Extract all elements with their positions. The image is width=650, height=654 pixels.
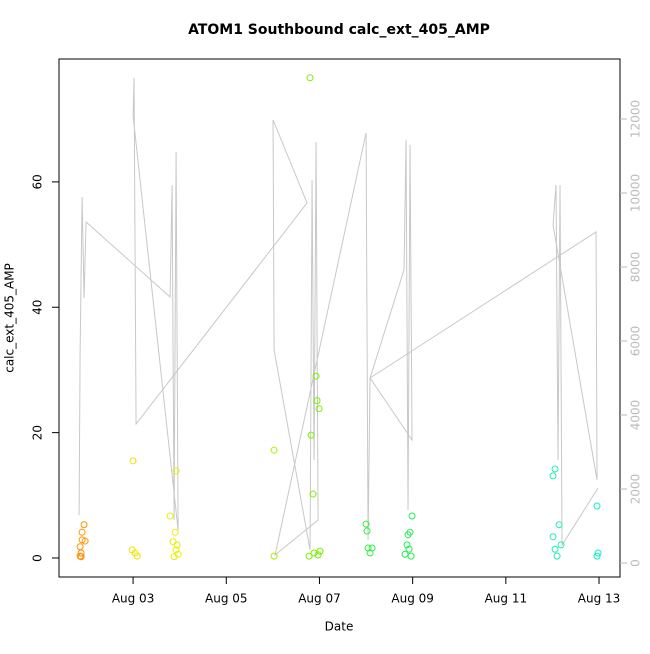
data-point: [76, 543, 84, 551]
y2-tick-label: 0: [629, 559, 643, 567]
data-point: [313, 397, 321, 405]
data-point: [555, 521, 563, 529]
data-point: [270, 446, 278, 454]
y-tick-label: 60: [31, 174, 45, 189]
data-point: [171, 528, 179, 536]
data-point: [408, 512, 416, 520]
data-point: [316, 547, 324, 555]
data-point: [129, 457, 137, 465]
data-point: [407, 552, 415, 560]
x-tick-label: Aug 07: [298, 592, 341, 606]
data-point: [363, 527, 371, 535]
x-tick-label: Aug 05: [205, 592, 248, 606]
x-tick-label: Aug 13: [578, 592, 621, 606]
data-point: [270, 552, 278, 560]
y2-tick-label: 2000: [629, 474, 643, 505]
data-point: [315, 405, 323, 413]
x-tick-label: Aug 03: [112, 592, 155, 606]
x-tick-label: Aug 09: [391, 592, 434, 606]
data-point: [77, 553, 85, 561]
data-point: [169, 538, 177, 546]
chart-title: ATOM1 Southbound calc_ext_405_AMP: [188, 22, 490, 38]
data-point: [549, 472, 557, 480]
data-point: [551, 545, 559, 553]
data-point: [314, 551, 322, 559]
y-axis-label: calc_ext_405_AMP: [3, 263, 17, 373]
data-point: [133, 552, 141, 560]
plot-frame: [58, 58, 621, 578]
data-point: [312, 372, 320, 380]
data-point: [401, 550, 409, 558]
data-point: [81, 537, 89, 545]
y-tick-label: 20: [31, 425, 45, 440]
data-point: [173, 541, 181, 549]
data-point: [76, 552, 84, 560]
data-line: [78, 77, 599, 557]
data-point: [172, 467, 180, 475]
data-point: [78, 528, 86, 536]
y2-tick-label: 6000: [629, 326, 643, 357]
data-point: [405, 545, 413, 553]
data-point: [166, 512, 174, 520]
y-tick-label: 0: [31, 554, 45, 562]
y2-tick-label: 4000: [629, 400, 643, 431]
y2-tick-label: 8000: [629, 252, 643, 283]
data-point: [406, 528, 414, 536]
data-point: [368, 544, 376, 552]
data-point: [593, 552, 601, 560]
data-point: [549, 533, 557, 541]
data-point: [307, 431, 315, 439]
data-point: [594, 549, 602, 557]
data-point: [172, 546, 180, 554]
y2-tick-label: 12000: [629, 100, 643, 138]
data-point: [310, 549, 318, 557]
data-point: [593, 502, 601, 510]
x-tick-label: Aug 11: [485, 592, 528, 606]
data-point: [170, 553, 178, 561]
data-point: [553, 552, 561, 560]
data-point: [362, 520, 370, 528]
data-point: [557, 541, 565, 549]
data-point: [305, 552, 313, 560]
y-tick-label: 40: [31, 300, 45, 315]
data-point: [306, 74, 314, 82]
data-point: [403, 541, 411, 549]
data-point: [80, 521, 88, 529]
data-point: [309, 490, 317, 498]
x-axis-label: Date: [325, 620, 354, 634]
data-point: [551, 465, 559, 473]
y2-tick-label: 10000: [629, 174, 643, 212]
